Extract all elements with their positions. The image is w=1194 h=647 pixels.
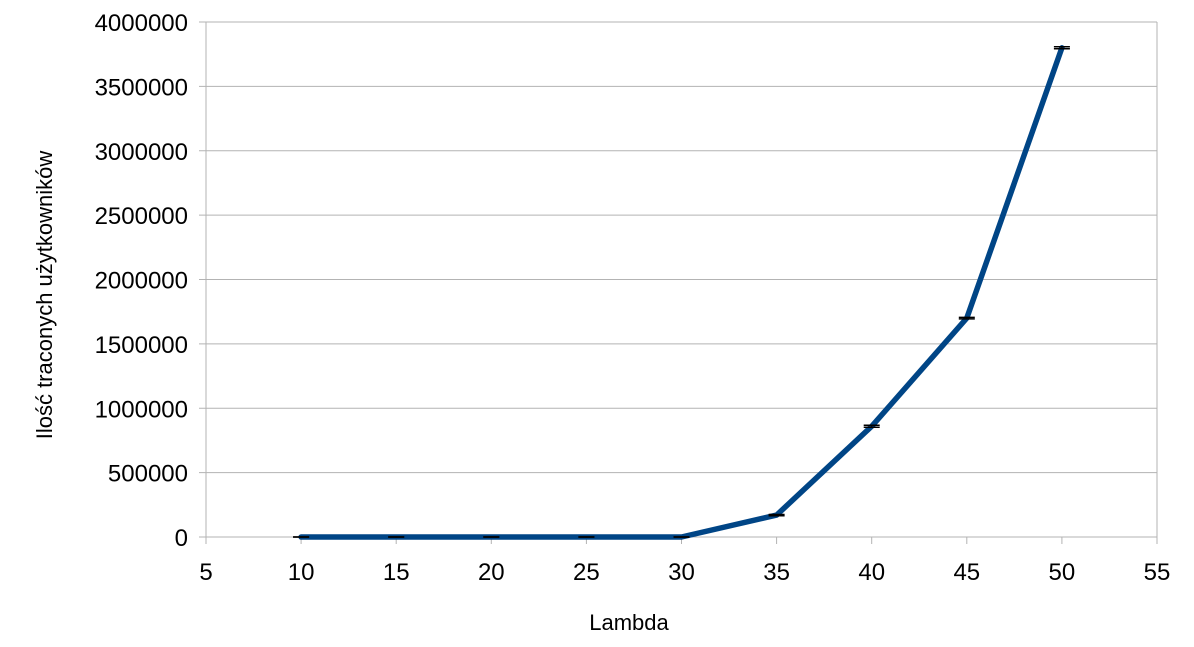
y-tick-label: 2500000 [95, 203, 188, 230]
y-axis-title: Ilość traconych użytkowników [32, 151, 57, 440]
y-tick-label: 1000000 [95, 396, 188, 423]
y-tick-label: 3500000 [95, 74, 188, 101]
y-tick-labels: 0 500000 1000000 1500000 2000000 2500000 30000… [95, 10, 188, 552]
x-tick-labels: 5 10 15 20 25 30 35 40 45 50 55 [199, 559, 1170, 586]
y-tick-label: 0 [175, 525, 188, 552]
y-tick-label: 4000000 [95, 10, 188, 37]
x-tick-label: 35 [763, 559, 790, 586]
data-series [298, 45, 1065, 540]
x-axis-title: Lambda [589, 610, 669, 635]
y-tick-label: 3000000 [95, 139, 188, 166]
x-tick-label: 5 [199, 559, 212, 586]
y-tick-label: 500000 [108, 461, 188, 488]
y-tick-label: 2000000 [95, 268, 188, 295]
x-tick-label: 15 [383, 559, 410, 586]
x-tick-label: 20 [478, 559, 505, 586]
error-bars [293, 45, 1070, 538]
axes [199, 21, 1158, 544]
x-tick-label: 55 [1144, 559, 1171, 586]
x-tick-label: 30 [668, 559, 695, 586]
series-line [298, 45, 1065, 540]
x-tick-label: 45 [953, 559, 980, 586]
x-tick-label: 10 [288, 559, 315, 586]
x-tick-label: 50 [1049, 559, 1076, 586]
y-tick-label: 1500000 [95, 332, 188, 359]
gridlines [206, 21, 1157, 538]
x-tick-label: 25 [573, 559, 600, 586]
x-tick-label: 40 [858, 559, 885, 586]
